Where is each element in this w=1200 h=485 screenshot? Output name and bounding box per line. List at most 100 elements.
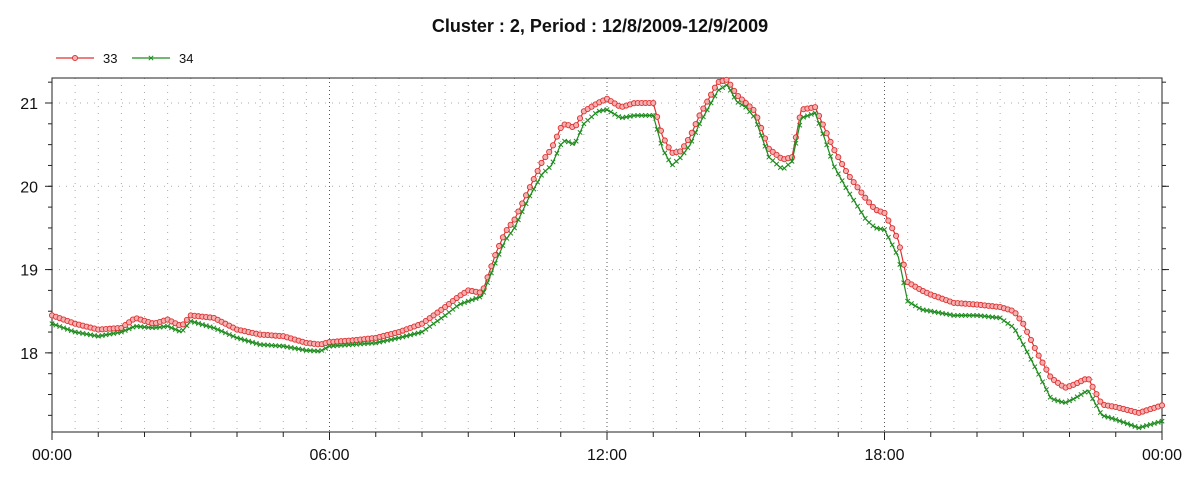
data-point <box>496 242 503 250</box>
data-point <box>812 104 819 111</box>
data-point <box>523 201 529 207</box>
data-point <box>951 312 957 318</box>
data-point <box>253 340 259 346</box>
data-point <box>404 333 410 339</box>
data-point <box>712 93 718 99</box>
data-point <box>850 179 857 186</box>
data-point <box>411 331 417 337</box>
data-point <box>1109 415 1115 421</box>
x-tick-label: 18:00 <box>864 447 904 464</box>
data-point <box>1117 418 1123 424</box>
data-point <box>503 226 510 234</box>
data-point <box>61 325 67 331</box>
data-point <box>912 303 918 309</box>
data-point <box>477 294 483 300</box>
data-point <box>596 108 602 114</box>
data-point <box>793 140 799 146</box>
data-point <box>1066 398 1073 404</box>
data-point <box>80 330 86 336</box>
data-point <box>916 305 922 311</box>
data-point <box>553 133 560 140</box>
data-point <box>693 129 699 136</box>
y-tick-label: 21 <box>20 96 38 113</box>
data-point <box>315 348 321 354</box>
data-point <box>1151 420 1157 426</box>
data-point <box>662 150 668 156</box>
data-point <box>57 323 63 330</box>
data-point <box>1147 421 1153 428</box>
data-point <box>920 307 926 313</box>
data-point <box>53 322 59 328</box>
data-point <box>407 332 413 338</box>
data-point <box>1005 320 1011 326</box>
data-point <box>288 345 294 351</box>
data-point <box>959 312 965 318</box>
data-point <box>84 331 90 337</box>
data-point <box>870 223 876 229</box>
data-point <box>49 321 55 327</box>
data-point <box>569 141 575 147</box>
data-point <box>1055 398 1061 404</box>
data-point <box>905 298 911 304</box>
data-point <box>1036 371 1042 377</box>
data-point <box>642 112 649 119</box>
legend-marker-33 <box>71 54 79 62</box>
data-point <box>1101 413 1107 419</box>
data-point <box>1074 394 1080 400</box>
data-point <box>1012 310 1019 317</box>
data-point <box>881 227 888 233</box>
data-point <box>107 331 113 337</box>
data-point <box>808 111 814 117</box>
data-point <box>515 208 522 215</box>
data-point <box>812 110 818 116</box>
data-point <box>492 260 498 266</box>
data-point <box>292 345 298 351</box>
data-point <box>542 154 549 161</box>
data-point <box>211 325 217 331</box>
data-point <box>900 261 907 268</box>
data-point <box>688 129 695 136</box>
data-point <box>592 110 598 116</box>
data-point <box>527 193 533 199</box>
data-point <box>423 326 429 332</box>
data-point <box>1047 373 1054 380</box>
data-point <box>874 225 880 231</box>
data-point <box>685 145 691 151</box>
data-point <box>1028 356 1034 362</box>
data-point <box>103 332 109 338</box>
data-point <box>777 164 783 171</box>
data-point <box>827 138 834 145</box>
data-point <box>446 309 452 315</box>
data-point <box>535 179 541 185</box>
data-point <box>966 312 972 318</box>
x-tick-label: 00:00 <box>1142 447 1182 464</box>
data-point <box>754 121 760 128</box>
data-point <box>943 311 949 317</box>
data-point <box>839 178 845 184</box>
data-point <box>465 298 471 304</box>
data-point <box>627 113 633 119</box>
data-point <box>296 346 302 352</box>
data-point <box>299 347 306 353</box>
data-point <box>280 343 286 349</box>
data-point <box>1020 320 1027 327</box>
data-point <box>600 107 606 113</box>
data-point <box>639 112 645 119</box>
data-point <box>908 300 915 307</box>
data-point <box>219 328 225 334</box>
data-point <box>577 129 583 136</box>
data-point <box>415 330 421 336</box>
data-point <box>1093 391 1100 398</box>
data-point <box>1043 366 1050 373</box>
data-point <box>869 203 876 210</box>
data-point <box>1120 419 1127 425</box>
data-point <box>835 154 842 161</box>
data-point <box>747 109 753 115</box>
data-point <box>842 167 850 175</box>
data-point <box>130 324 136 330</box>
chart-title: Cluster : 2, Period : 12/8/2009-12/9/200… <box>432 16 768 36</box>
data-point <box>1016 335 1022 341</box>
data-point <box>172 326 178 333</box>
data-point <box>970 312 976 318</box>
